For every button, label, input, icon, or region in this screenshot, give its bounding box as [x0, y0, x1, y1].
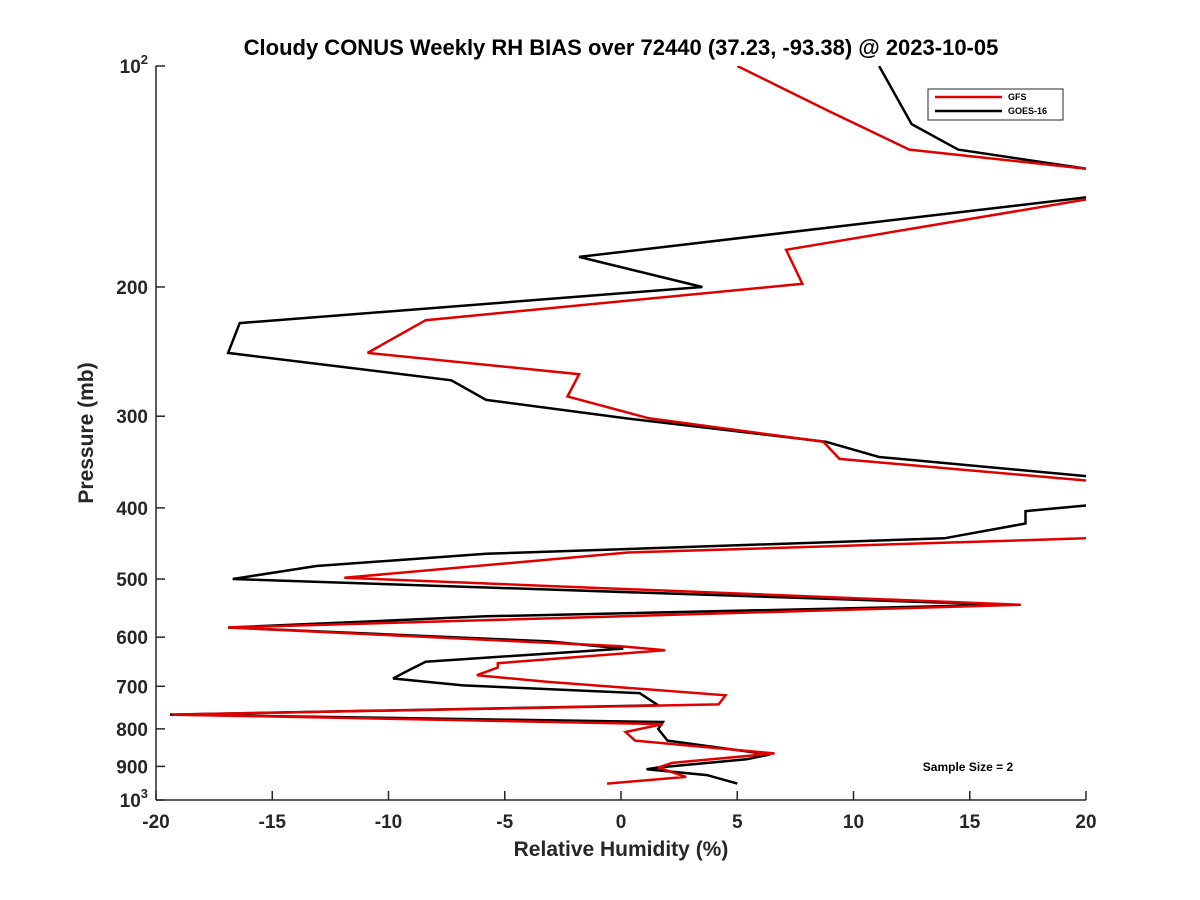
y-tick-label: 900 [116, 757, 148, 778]
y-tick-label: 200 [116, 278, 148, 299]
y-tick-label: 700 [116, 677, 148, 698]
x-tick-label: -5 [496, 812, 513, 833]
series-layer [169, 66, 1086, 785]
y-tick-label: 102 [120, 52, 148, 78]
x-axis-ticks: -20 -15 -10 -5 0 5 10 15 20 [142, 791, 1097, 833]
x-tick-label: 5 [732, 812, 743, 833]
y-tick-label: 400 [116, 499, 148, 520]
series-line-gfs [172, 66, 1086, 785]
y-tick-base: 10 [120, 57, 141, 78]
y-tick-label: 800 [116, 720, 148, 741]
y-tick-label: 500 [116, 570, 148, 591]
plot-area [156, 66, 1086, 800]
x-tick-label: 0 [616, 812, 627, 833]
legend-label-gfs: GFS [1008, 92, 1027, 102]
y-tick-label: 600 [116, 628, 148, 649]
x-tick-label: 10 [843, 812, 864, 833]
y-tick-base: 10 [120, 791, 141, 812]
x-tick-label: -10 [375, 812, 402, 833]
x-tick-label: -20 [142, 812, 169, 833]
sample-size-annotation: Sample Size = 2 [923, 760, 1014, 774]
y-tick-label: 300 [116, 407, 148, 428]
x-tick-label: 20 [1075, 812, 1096, 833]
y-tick-label: 103 [120, 786, 148, 812]
legend: GFS GOES-16 [927, 88, 1064, 121]
y-axis-title: Pressure (mb) [75, 362, 98, 503]
x-tick-label: 15 [959, 812, 981, 833]
x-tick-label: -15 [259, 812, 287, 833]
y-tick-exponent: 3 [141, 786, 148, 801]
y-tick-exponent: 2 [141, 52, 148, 67]
x-axis-title: Relative Humidity (%) [514, 838, 729, 861]
chart-title: Cloudy CONUS Weekly RH BIAS over 72440 (… [244, 35, 999, 60]
legend-box [927, 88, 1064, 121]
legend-label-goes16: GOES-16 [1008, 106, 1047, 116]
